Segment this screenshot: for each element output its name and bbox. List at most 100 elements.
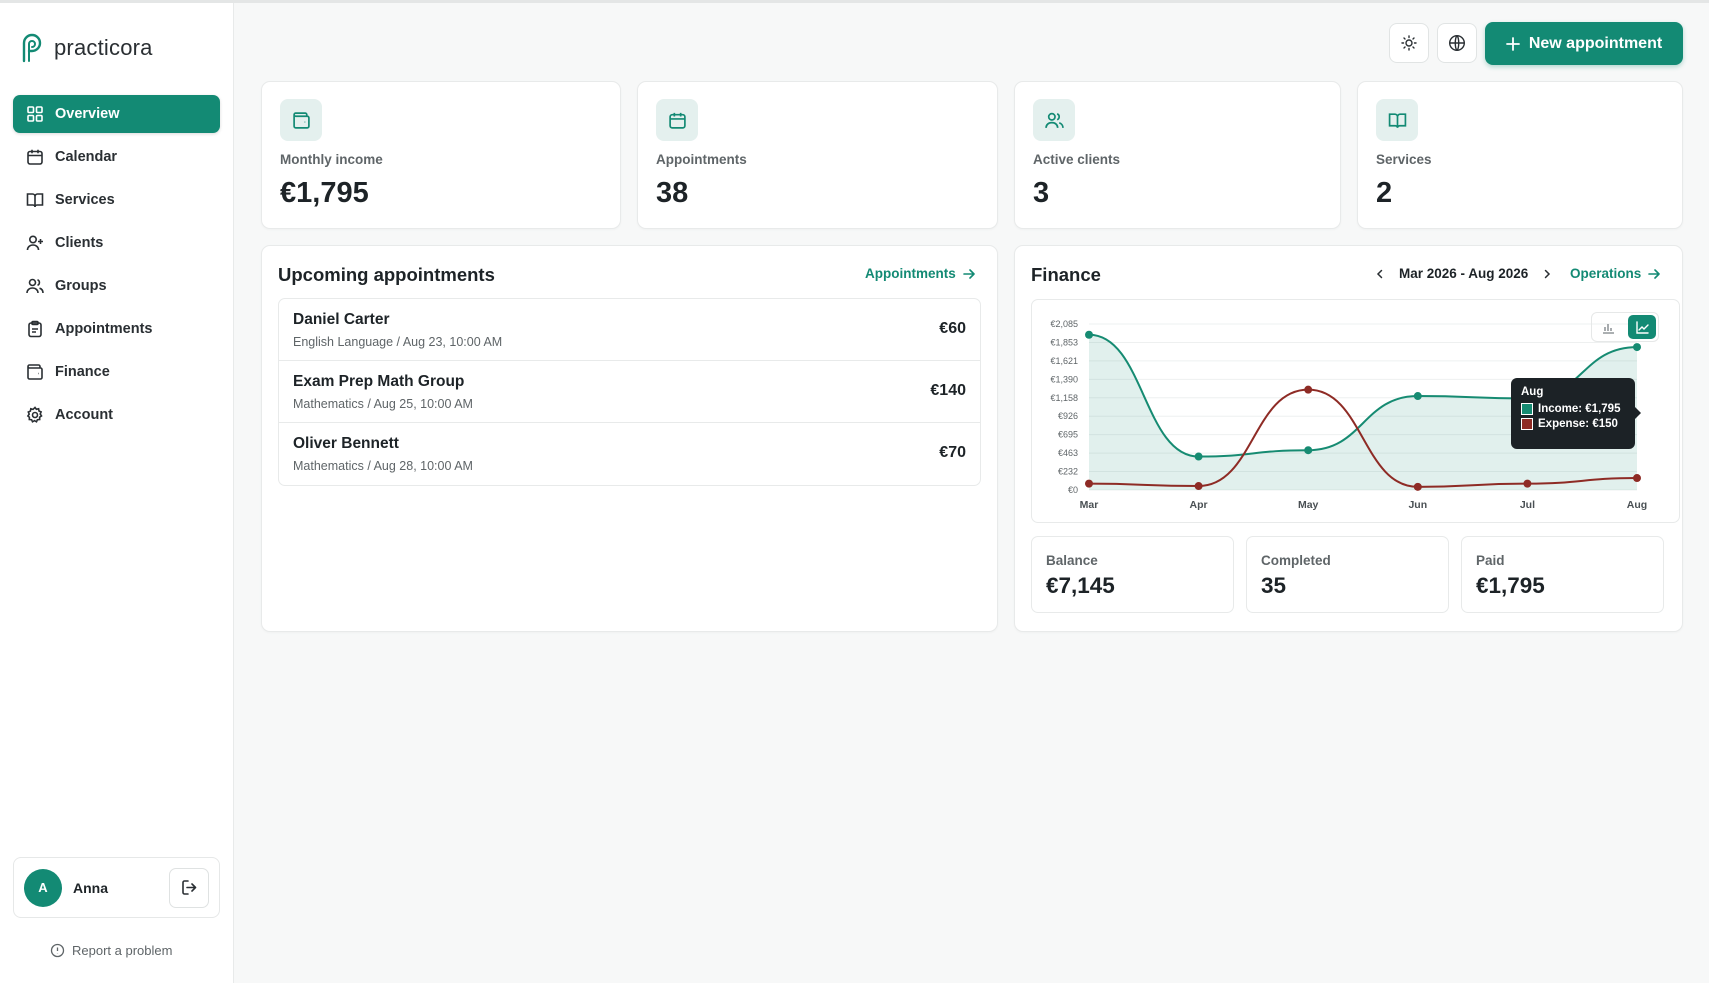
- sidebar-item-label: Account: [55, 407, 113, 423]
- y-tick-label: €463: [1058, 448, 1078, 458]
- upcoming-appointments-panel: Upcoming appointments Appointments Danie…: [261, 245, 998, 632]
- y-tick-label: €1,621: [1050, 356, 1078, 366]
- stat-card-appointments: Appointments 38: [637, 81, 998, 229]
- income-point: [1304, 446, 1313, 455]
- user-plus-icon: [26, 235, 43, 251]
- expense-swatch: [1521, 418, 1533, 430]
- income-point: [1085, 330, 1093, 339]
- tooltip-expense: Expense: €150: [1538, 418, 1618, 430]
- x-tick-label: Jun: [1408, 499, 1427, 511]
- stat-label: Active clients: [1033, 152, 1121, 167]
- new-appointment-button[interactable]: New appointment: [1485, 22, 1683, 65]
- summary-label: Balance: [1046, 553, 1098, 568]
- appointment-detail: Mathematics / Aug 25, 10:00 AM: [293, 397, 473, 411]
- user-card: A Anna: [13, 857, 220, 918]
- book-icon: [26, 193, 44, 208]
- y-tick-label: €0: [1068, 485, 1078, 495]
- sidebar-item-groups[interactable]: Groups: [13, 267, 220, 305]
- clipboard-icon: [28, 320, 42, 338]
- app-logo[interactable]: practicora: [20, 33, 153, 63]
- stat-card-monthly-income: Monthly income €1,795: [261, 81, 621, 229]
- summary-card-balance: Balance €7,145: [1031, 536, 1234, 613]
- window-top-border: [0, 0, 1709, 3]
- sidebar-item-calendar[interactable]: Calendar: [13, 138, 220, 176]
- sidebar-item-clients[interactable]: Clients: [13, 224, 220, 262]
- report-problem-link[interactable]: Report a problem: [50, 943, 172, 958]
- appointment-client: Oliver Bennett: [293, 435, 399, 452]
- appointment-list: Daniel Carter English Language / Aug 23,…: [278, 298, 981, 486]
- chevron-left-icon[interactable]: [1375, 269, 1385, 279]
- appointment-price: €60: [939, 320, 966, 337]
- stat-icon-box: [1033, 99, 1075, 141]
- sidebar-item-services[interactable]: Services: [13, 181, 220, 219]
- summary-label: Completed: [1261, 553, 1331, 568]
- sidebar-item-label: Calendar: [55, 149, 118, 165]
- sidebar-item-label: Appointments: [55, 321, 153, 337]
- stat-label: Services: [1376, 152, 1432, 167]
- language-button[interactable]: [1437, 23, 1477, 63]
- plus-icon: [1505, 36, 1520, 51]
- operations-link-label: Operations: [1570, 266, 1642, 281]
- x-tick-label: Mar: [1080, 499, 1099, 511]
- bar-chart-toggle[interactable]: [1594, 315, 1622, 339]
- users-icon: [1044, 112, 1064, 128]
- theme-toggle-button[interactable]: [1389, 23, 1429, 63]
- appointments-link[interactable]: Appointments: [865, 266, 975, 281]
- sidebar-item-account[interactable]: Account: [13, 396, 220, 434]
- stat-label: Appointments: [656, 152, 747, 167]
- stat-icon-box: [280, 99, 322, 141]
- y-tick-label: €1,390: [1050, 374, 1078, 384]
- arrow-right-icon: [1648, 268, 1661, 279]
- summary-card-completed: Completed 35: [1246, 536, 1449, 613]
- sidebar-nav: Overview Calendar Services Clients Group…: [13, 95, 220, 439]
- tooltip-income: Income: €1,795: [1538, 403, 1621, 415]
- arrow-right-icon: [962, 268, 975, 279]
- wallet-icon: [27, 364, 43, 380]
- sidebar-item-overview[interactable]: Overview: [13, 95, 220, 133]
- appointment-detail: English Language / Aug 23, 10:00 AM: [293, 335, 503, 349]
- panel-title: Finance: [1031, 264, 1101, 285]
- sidebar-item-finance[interactable]: Finance: [13, 353, 220, 391]
- bar-chart-icon: [1602, 323, 1614, 334]
- sidebar-item-appointments[interactable]: Appointments: [13, 310, 220, 348]
- y-tick-label: €926: [1058, 411, 1078, 421]
- user-name: Anna: [73, 879, 108, 896]
- stat-card-active-clients: Active clients 3: [1014, 81, 1341, 229]
- line-chart-toggle[interactable]: [1628, 315, 1656, 339]
- stat-icon-box: [1376, 99, 1418, 141]
- avatar[interactable]: A: [24, 868, 62, 907]
- calendar-icon: [668, 112, 686, 129]
- sidebar: practicora Overview Calendar Services Cl…: [0, 3, 234, 983]
- expense-point: [1194, 482, 1203, 491]
- logout-button[interactable]: [169, 867, 209, 908]
- stat-value: €1,795: [280, 177, 369, 209]
- summary-label: Paid: [1476, 553, 1505, 568]
- expense-point: [1523, 479, 1532, 488]
- new-appointment-label: New appointment: [1528, 34, 1663, 52]
- y-tick-label: €232: [1058, 467, 1078, 477]
- date-range-picker: Mar 2026 - Aug 2026: [1375, 266, 1552, 281]
- appointment-detail: Mathematics / Aug 28, 10:00 AM: [293, 459, 473, 473]
- calendar-icon: [27, 149, 43, 165]
- stat-icon-box: [656, 99, 698, 141]
- x-tick-label: Aug: [1627, 499, 1647, 511]
- gear-icon: [26, 406, 43, 423]
- tooltip-expense-row: Expense: €150: [1521, 418, 1625, 430]
- stat-card-services: Services 2: [1357, 81, 1683, 229]
- list-item[interactable]: Exam Prep Math Group Mathematics / Aug 2…: [279, 361, 980, 423]
- stat-value: 38: [656, 177, 689, 209]
- sidebar-item-label: Groups: [55, 278, 107, 294]
- income-point: [1633, 343, 1641, 352]
- appointment-price: €140: [930, 382, 966, 399]
- chevron-right-icon[interactable]: [1542, 269, 1552, 279]
- income-swatch: [1521, 403, 1533, 415]
- income-point: [1194, 452, 1203, 461]
- stat-value: 3: [1033, 177, 1050, 209]
- x-tick-label: May: [1298, 499, 1319, 511]
- app-name: practicora: [54, 35, 153, 60]
- summary-card-paid: Paid €1,795: [1461, 536, 1664, 613]
- list-item[interactable]: Oliver Bennett Mathematics / Aug 28, 10:…: [279, 423, 980, 485]
- list-item[interactable]: Daniel Carter English Language / Aug 23,…: [279, 299, 980, 361]
- operations-link[interactable]: Operations: [1570, 266, 1661, 281]
- appointment-client: Exam Prep Math Group: [293, 373, 465, 390]
